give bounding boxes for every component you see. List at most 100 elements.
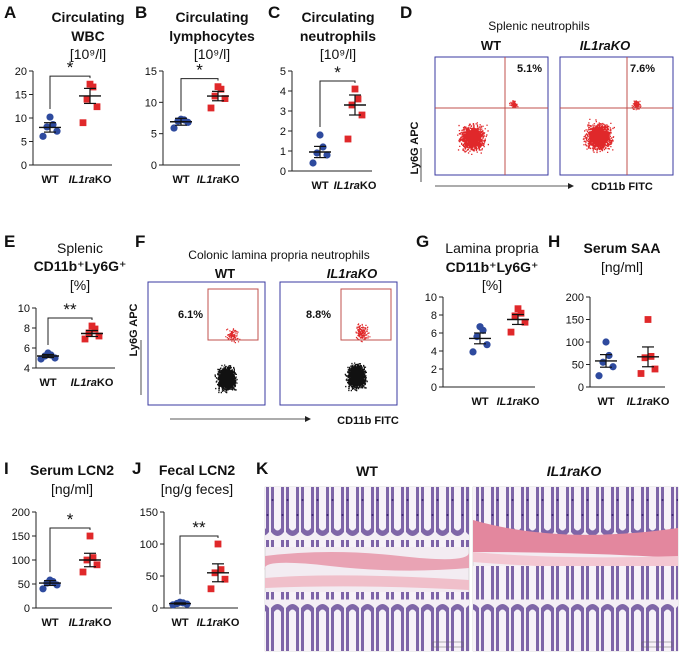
panel-i-point-ko [93,561,101,569]
panel-i-x-label-wt: WT [41,617,58,629]
panel-letter-c: C [268,3,280,22]
panel-g-dot-plot: 0 2 4 6 8 10 WT IL1raKO [425,292,540,408]
panel-b-point-ko [214,83,222,91]
panel-e-x-label-ko: IL1raKO [71,377,114,389]
panel-f-percent-ko: 8.8% [306,309,331,321]
panel-b-point-wt [170,124,178,132]
panel-b-point-ko [207,104,215,112]
panel-j-dot-plot: 0 50 100 150 WT IL1raKO ** [140,507,240,629]
panel-j-x-label-wt: WT [171,617,188,629]
panel-j-significance-bracket [179,535,219,595]
panel-j-point-ko [217,566,225,573]
panel-c-significance-bracket [319,80,356,127]
panel-i-title-2: [ng/ml] [51,481,93,497]
panel-i-significance-label: * [67,510,74,529]
panel-c-title-1: Circulating [301,9,374,25]
panel-i-y-tick-label: 50 [18,579,30,591]
panel-f-flow-ko-events [344,362,368,392]
panel-d-flow-wt [434,56,549,176]
panel-i-dot-plot: 0 50 100 150 200 WT IL1raKO * [12,507,112,629]
panel-f-flow-wt [147,281,266,406]
panel-h-point-wt [609,363,617,371]
panel-j-y-tick-label: 50 [146,571,158,583]
panel-c-significance-label: * [334,63,341,82]
panel-letter-j: J [132,459,141,478]
panel-g-title-1: Lamina propria [445,240,539,256]
panel-i-x-label-suffix: KO [95,617,112,629]
panel-c-point-ko [344,135,352,143]
panel-g-title-2: CD11b⁺Ly6G⁺ [446,259,539,275]
panel-b-y-tick-label: 15 [145,66,157,78]
panel-k-group-ko: IL1raKO [547,463,602,479]
panel-h-point-wt [605,351,613,360]
panel-a-x-label-ko: IL1raKO [69,174,112,186]
panel-g-point-ko [521,318,529,326]
panel-j-x-label-suffix: KO [223,617,240,629]
panel-d-flow-plots [434,56,674,176]
panel-e-point-ko [95,332,103,340]
panel-c-y-tick-label: 0 [280,166,286,178]
panel-h-dot-plot: 0 50 100 150 200 WT IL1raKO [566,292,670,408]
panel-c-point-wt [309,159,317,167]
panel-f-flow-wt-gated-events [225,328,241,344]
panel-h-y-tick-label: 200 [566,292,584,304]
panel-i-x-label-italic: IL1ra [69,617,95,629]
panel-b-title-3: [10⁹/l] [194,46,230,62]
panel-d-flow-ko-gated-events [631,100,642,111]
panel-h-point-wt [602,338,610,346]
panel-g-y-tick-label: 0 [431,382,437,394]
panel-a-y-tick-label: 15 [15,90,27,102]
panel-b-significance-label: * [196,61,203,80]
panel-b-dot-plot: 0 5 10 15 WT IL1raKO * [145,61,240,186]
panel-letter-g: G [416,232,429,251]
panel-a-point-ko [83,95,91,103]
panel-d-flow-ko-frame [559,56,674,176]
panel-d-flow-wt-events [457,122,489,155]
panel-g-x-label-wt: WT [471,396,488,408]
panel-c-y-tick-label: 4 [280,86,286,98]
panel-h-x-label-suffix: KO [653,396,670,408]
panel-a-dot-plot: 0 5 10 15 20 WT IL1raKO * [15,58,112,186]
panel-c-x-label-ko: IL1raKO [334,180,377,192]
panel-c-title-2: neutrophils [300,28,376,44]
panel-a-point-ko [86,80,94,88]
panel-letter-i: I [4,459,9,478]
panel-g-y-tick-label: 4 [431,346,437,358]
panel-c-y-tick-label: 5 [280,66,286,78]
panel-c-point-wt [313,149,321,157]
panel-j-title-1: Fecal LCN2 [159,462,235,478]
panel-g-y-tick-label: 6 [431,328,437,340]
panel-c-point-ko [351,85,359,93]
panel-a-title-1: Circulating [51,9,124,25]
panel-e-dot-plot: 4 6 8 10 WT IL1raKO ** [18,300,115,389]
panel-h-x-label-wt: WT [597,396,614,408]
panel-h-point-ko [644,316,652,323]
panel-h-point-ko [637,370,645,377]
panel-b-title-1: Circulating [175,9,248,25]
panel-e-x-label-wt: WT [39,377,56,389]
panel-letter-f: F [135,232,145,251]
panel-f-x-axis-label: CD11b FITC [337,415,399,427]
panel-i-y-tick-label: 100 [12,555,30,567]
panel-c-y-tick-label: 2 [280,126,286,138]
panel-a-x-label-wt: WT [41,174,58,186]
panel-j-y-tick-label: 0 [152,603,158,615]
panel-g-point-wt [476,323,484,331]
panel-b-y-tick-label: 10 [145,97,157,109]
panel-d-flow-ko [559,56,674,176]
panel-h-y-tick-label: 50 [572,360,584,372]
panel-f-title: Colonic lamina propria neutrophils [188,248,369,262]
panel-a-x-label-italic: IL1ra [69,174,95,186]
panel-f-flow-ko-frame [279,281,398,406]
panel-d-group-ko: IL1raKO [580,38,631,53]
panel-b-y-tick-label: 5 [151,129,157,141]
panel-h-point-ko [651,365,659,373]
panel-b-x-label-suffix: KO [223,174,240,186]
panel-d-y-axis-label: Ly6G APC [409,121,421,174]
panel-letter-b: B [135,3,147,22]
panel-d-percent-wt: 5.1% [517,63,542,75]
panel-g-y-tick-label: 8 [431,310,437,322]
panel-a-title-2: WBC [71,28,104,44]
panel-g-y-tick-label: 10 [425,292,437,304]
